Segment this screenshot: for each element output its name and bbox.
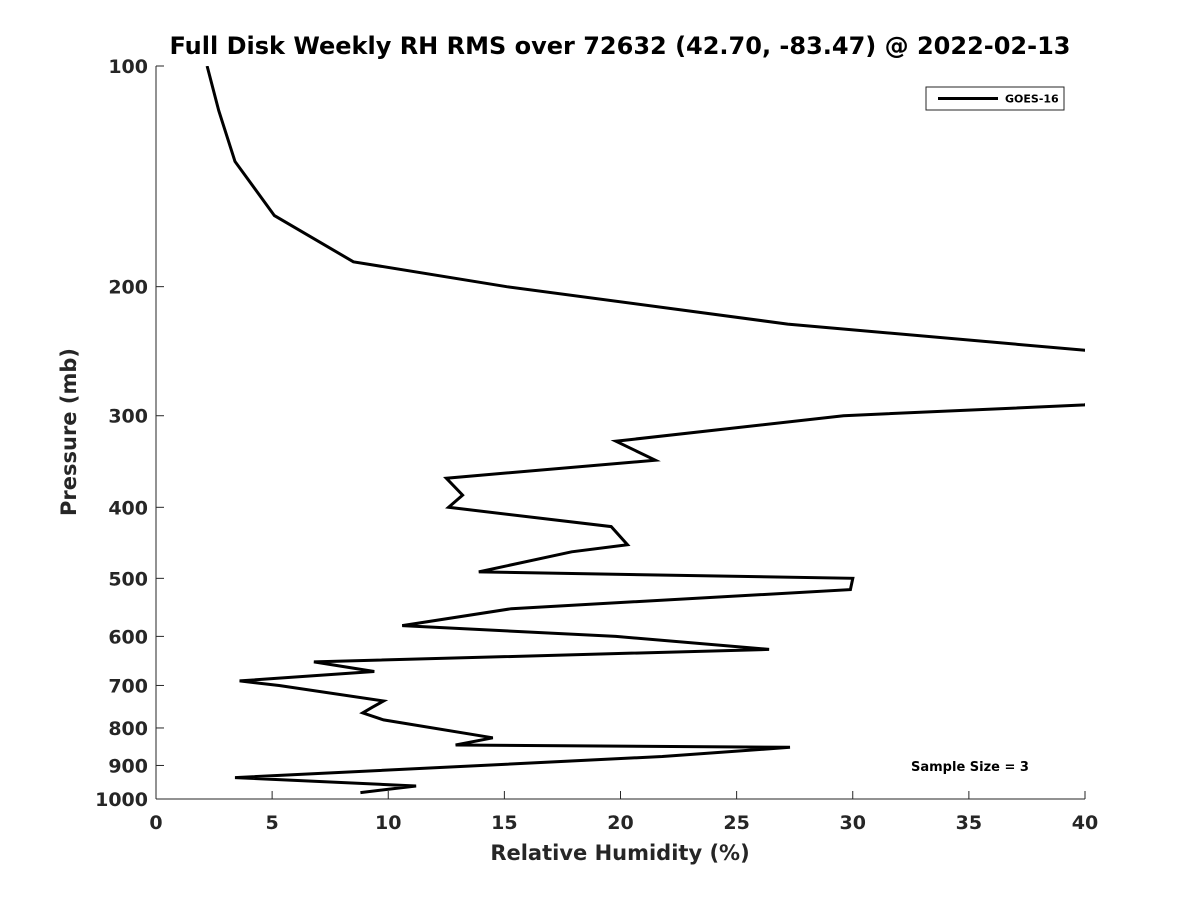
y-tick-label: 100 xyxy=(108,56,148,78)
y-tick-label: 600 xyxy=(108,626,148,648)
y-tick-label: 900 xyxy=(108,755,148,777)
x-tick-label: 10 xyxy=(375,812,401,834)
x-tick-label: 25 xyxy=(723,812,749,834)
x-tick-label: 5 xyxy=(266,812,279,834)
y-tick-label: 700 xyxy=(108,675,148,697)
y-tick-label: 300 xyxy=(108,406,148,428)
y-tick-label: 400 xyxy=(108,497,148,519)
y-axis-ticks: 100 200 300 400 500 600 700 800 900 1000 xyxy=(95,56,164,811)
chart-title: Full Disk Weekly RH RMS over 72632 (42.7… xyxy=(169,32,1070,60)
sample-size-annotation: Sample Size = 3 xyxy=(911,760,1029,775)
x-tick-label: 40 xyxy=(1072,812,1098,834)
x-tick-label: 15 xyxy=(491,812,517,834)
legend: GOES-16 xyxy=(925,86,1065,111)
x-tick-label: 30 xyxy=(840,812,866,834)
x-axis-ticks: 0 5 10 15 20 25 30 35 40 xyxy=(149,791,1098,834)
x-tick-label: 20 xyxy=(607,812,633,834)
y-tick-label: 1000 xyxy=(95,789,148,811)
legend-label-goes-16: GOES-16 xyxy=(1005,93,1059,106)
y-tick-label: 800 xyxy=(108,718,148,740)
y-tick-label: 200 xyxy=(108,277,148,299)
y-tick-label: 500 xyxy=(108,568,148,590)
x-tick-label: 0 xyxy=(149,812,162,834)
y-axis-label: Pressure (mb) xyxy=(57,348,81,516)
series-line-goes-16 xyxy=(205,66,1085,795)
x-axis-label: Relative Humidity (%) xyxy=(490,841,749,865)
x-tick-label: 35 xyxy=(956,812,982,834)
